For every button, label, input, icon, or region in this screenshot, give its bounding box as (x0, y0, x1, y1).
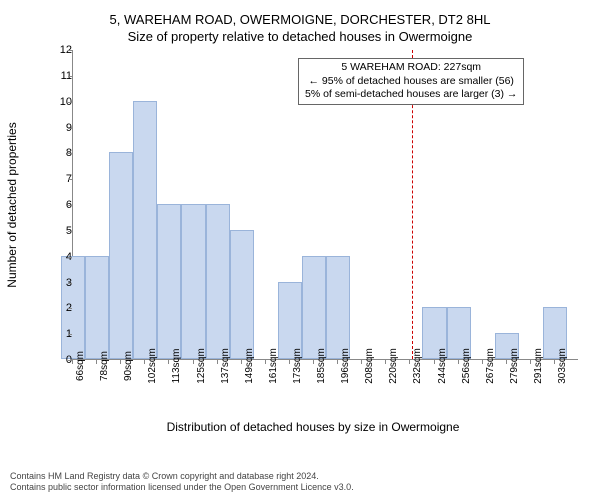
x-tick-label: 161sqm (268, 348, 279, 384)
x-tick-label: 256sqm (461, 348, 472, 384)
footer-line-1: Contains HM Land Registry data © Crown c… (10, 471, 354, 483)
x-tick-mark (96, 360, 97, 364)
histogram-bar (133, 101, 157, 359)
annotation-line-2: ← 95% of detached houses are smaller (56… (305, 75, 517, 89)
x-tick-mark (217, 360, 218, 364)
x-tick-label: 279sqm (509, 348, 520, 384)
histogram-bar (109, 152, 133, 359)
chart: Number of detached properties 5 WAREHAM … (48, 50, 578, 400)
x-tick-label: 78sqm (99, 351, 110, 381)
page-title: 5, WAREHAM ROAD, OWERMOIGNE, DORCHESTER,… (0, 0, 600, 27)
x-tick-mark (434, 360, 435, 364)
y-tick-mark (68, 102, 72, 103)
annotation-line-3: 5% of semi-detached houses are larger (3… (305, 88, 517, 102)
x-tick-mark (385, 360, 386, 364)
x-tick-mark (530, 360, 531, 364)
x-tick-mark (482, 360, 483, 364)
plot-area: 5 WAREHAM ROAD: 227sqm← 95% of detached … (72, 50, 578, 360)
x-tick-mark (458, 360, 459, 364)
histogram-bar (302, 256, 326, 359)
x-tick-label: 149sqm (244, 348, 255, 384)
annotation-box: 5 WAREHAM ROAD: 227sqm← 95% of detached … (298, 58, 524, 105)
y-tick-mark (68, 334, 72, 335)
x-tick-label: 113sqm (171, 349, 182, 384)
x-tick-label: 208sqm (364, 348, 375, 384)
x-tick-mark (72, 360, 73, 364)
histogram-bar (230, 230, 254, 359)
x-tick-label: 66sqm (75, 351, 86, 381)
x-axis-label: Distribution of detached houses by size … (48, 420, 578, 434)
y-tick-mark (68, 128, 72, 129)
x-tick-label: 303sqm (557, 348, 568, 384)
annotation-line-1: 5 WAREHAM ROAD: 227sqm (305, 61, 517, 75)
y-tick-mark (68, 283, 72, 284)
x-tick-label: 137sqm (220, 348, 231, 384)
y-axis-label: Number of detached properties (5, 122, 19, 287)
histogram-bar (157, 204, 181, 359)
x-tick-label: 102sqm (147, 348, 158, 384)
page-subtitle: Size of property relative to detached ho… (0, 27, 600, 44)
x-tick-mark (144, 360, 145, 364)
x-tick-mark (554, 360, 555, 364)
x-tick-mark (506, 360, 507, 364)
x-tick-mark (289, 360, 290, 364)
y-tick-mark (68, 231, 72, 232)
histogram-bar (326, 256, 350, 359)
x-tick-mark (361, 360, 362, 364)
x-tick-label: 232sqm (412, 348, 423, 384)
x-tick-mark (193, 360, 194, 364)
x-tick-label: 185sqm (316, 348, 327, 384)
histogram-bar (85, 256, 109, 359)
footer-line-2: Contains public sector information licen… (10, 482, 354, 494)
x-tick-label: 291sqm (533, 348, 544, 384)
x-tick-mark (168, 360, 169, 364)
histogram-bar (206, 204, 230, 359)
y-tick-mark (68, 205, 72, 206)
x-tick-mark (265, 360, 266, 364)
x-tick-label: 244sqm (437, 348, 448, 384)
x-tick-label: 220sqm (388, 348, 399, 384)
x-tick-mark (337, 360, 338, 364)
x-tick-mark (241, 360, 242, 364)
x-tick-label: 267sqm (485, 348, 496, 384)
x-tick-label: 173sqm (292, 348, 303, 384)
footer-attribution: Contains HM Land Registry data © Crown c… (10, 471, 354, 494)
y-tick-mark (68, 153, 72, 154)
x-tick-label: 90sqm (123, 351, 134, 381)
y-tick-mark (68, 76, 72, 77)
y-tick-mark (68, 50, 72, 51)
y-tick-mark (68, 257, 72, 258)
x-tick-mark (120, 360, 121, 364)
y-tick-mark (68, 179, 72, 180)
y-tick-mark (68, 308, 72, 309)
x-tick-label: 196sqm (340, 348, 351, 384)
x-tick-mark (409, 360, 410, 364)
histogram-bar (181, 204, 205, 359)
x-tick-label: 125sqm (196, 348, 207, 384)
x-tick-mark (313, 360, 314, 364)
